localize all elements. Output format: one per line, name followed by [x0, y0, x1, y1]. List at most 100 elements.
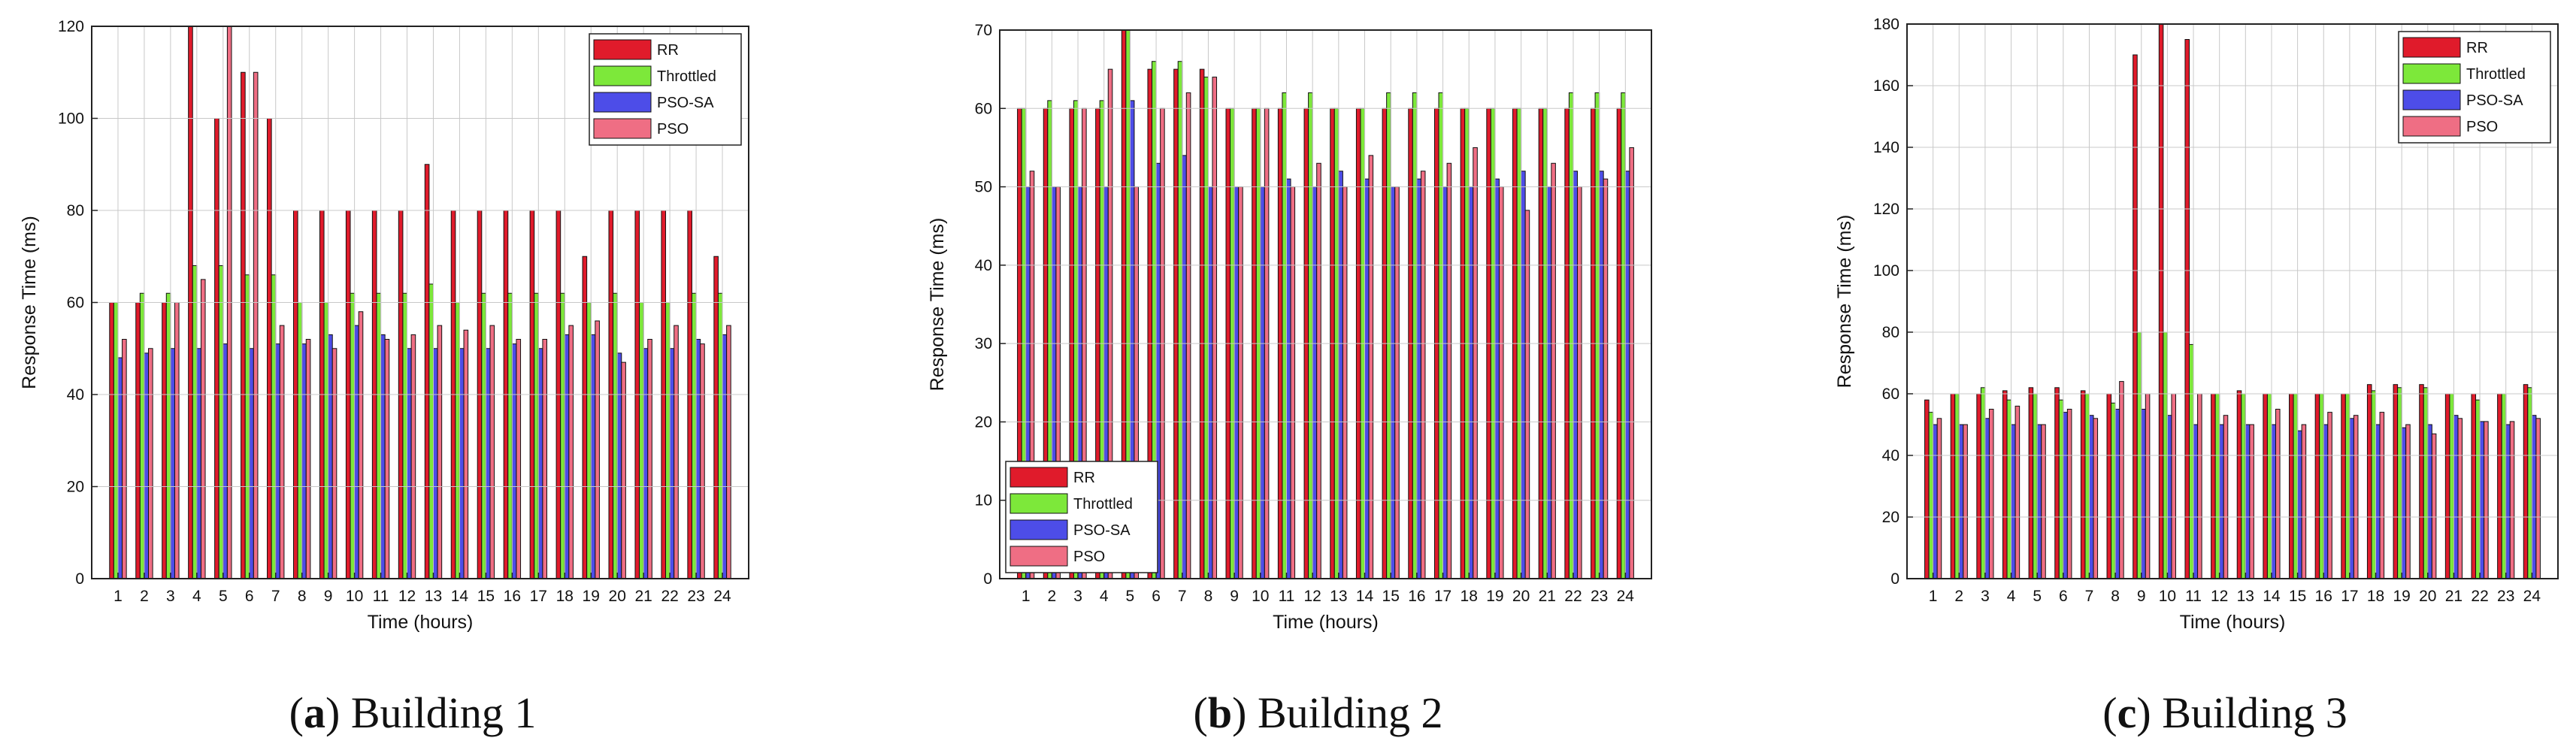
x-tick-label-b-6: 6	[1152, 588, 1161, 605]
x-tick-label-b-14: 14	[1356, 588, 1374, 605]
bar-throttled-a-5	[218, 265, 224, 579]
x-tick-label-c-11: 11	[2185, 588, 2202, 605]
x-tick-label-c-16: 16	[2315, 588, 2332, 605]
caption-a: (a) Building 1	[289, 688, 537, 737]
bar-pso-sa-c-19	[2401, 427, 2407, 579]
bar-pso-sa-c-14	[2271, 424, 2277, 579]
bar-rr-c-15	[2289, 393, 2294, 579]
bar-pso-a-24	[726, 325, 731, 579]
bar-pso-sa-a-15	[485, 348, 491, 579]
bar-pso-sa-c-11	[2193, 424, 2199, 579]
bar-pso-a-11	[384, 339, 390, 579]
x-tick-label-a-22: 22	[661, 588, 678, 605]
bar-pso-sa-b-24	[1624, 171, 1630, 579]
bar-pso-c-21	[2457, 418, 2463, 579]
bar-pso-b-17	[1446, 162, 1452, 579]
legend-swatch-throttled-c	[2402, 63, 2461, 84]
bar-pso-b-8	[1212, 77, 1218, 579]
y-ticks-b: 0 10 20 30 40 50 60 70	[975, 22, 1006, 588]
bar-pso-sa-b-8	[1207, 186, 1213, 579]
bar-pso-a-16	[516, 339, 522, 579]
bar-pso-c-8	[2119, 381, 2124, 579]
x-tick-label-a-9: 9	[324, 588, 333, 605]
bar-throttled-c-20	[2423, 387, 2429, 579]
bar-throttled-b-11	[1282, 92, 1287, 579]
bar-throttled-a-16	[507, 292, 513, 579]
x-tick-label-c-20: 20	[2419, 588, 2436, 605]
bar-throttled-b-17	[1438, 92, 1444, 579]
bar-pso-sa-a-11	[380, 334, 386, 579]
y-tick-label-a-0: 0	[75, 570, 84, 588]
y-ticks-c: 0 20 40 60 80 100 120 140 160 180	[1873, 16, 1913, 588]
x-tick-label-c-15: 15	[2289, 588, 2306, 605]
x-tick-label-a-16: 16	[504, 588, 521, 605]
bar-pso-sa-c-12	[2219, 424, 2224, 579]
bar-rr-a-24	[713, 256, 719, 579]
bar-throttled-a-24	[717, 292, 723, 579]
x-tick-label-a-17: 17	[530, 588, 547, 605]
x-tick-label-b-1: 1	[1022, 588, 1031, 605]
bar-pso-c-18	[2379, 412, 2385, 579]
bar-throttled-a-20	[613, 292, 618, 579]
bar-throttled-a-2	[139, 292, 145, 579]
bar-throttled-c-16	[2319, 393, 2324, 579]
x-tick-label-a-20: 20	[609, 588, 626, 605]
bar-pso-c-6	[2066, 409, 2072, 579]
x-tick-label-c-22: 22	[2471, 588, 2488, 605]
bar-pso-sa-a-18	[564, 334, 570, 579]
x-tick-label-c-24: 24	[2523, 588, 2541, 605]
x-tick-label-a-13: 13	[425, 588, 442, 605]
bar-pso-c-13	[2249, 424, 2254, 579]
bar-pso-a-9	[331, 348, 338, 579]
bar-pso-sa-a-10	[354, 325, 359, 579]
y-axis-label-a: Response Time (ms)	[19, 216, 40, 389]
bar-throttled-c-19	[2397, 387, 2402, 579]
x-tick-label-c-23: 23	[2497, 588, 2514, 605]
bar-throttled-a-10	[350, 292, 356, 579]
y-tick-label-b-10: 10	[975, 492, 992, 510]
bar-throttled-a-9	[323, 302, 329, 579]
legend-label-pso-sa-c: PSO-SA	[2466, 92, 2523, 109]
bar-pso-a-4	[200, 279, 206, 579]
y-tick-label-a-100: 100	[58, 110, 84, 128]
x-tick-label-b-13: 13	[1330, 588, 1347, 605]
x-tick-label-b-20: 20	[1512, 588, 1530, 605]
caption-text-b: Building 2	[1258, 688, 1443, 737]
bar-pso-sa-a-16	[511, 343, 517, 579]
bar-pso-c-11	[2197, 393, 2202, 579]
legend-swatch-pso-sa-c	[2402, 89, 2461, 110]
caption-b: (b) Building 2	[1194, 688, 1443, 737]
x-tick-label-c-3: 3	[1981, 588, 1990, 605]
bar-pso-c-5	[2041, 424, 2046, 579]
x-tick-label-a-4: 4	[192, 588, 201, 605]
legend-swatch-pso-sa-b	[1010, 519, 1068, 540]
y-tick-label-b-60: 60	[975, 100, 992, 117]
y-tick-label-c-160: 160	[1873, 77, 1899, 95]
x-tick-label-a-8: 8	[298, 588, 307, 605]
y-tick-label-b-40: 40	[975, 257, 992, 274]
bar-throttled-b-22	[1568, 92, 1574, 579]
x-tick-label-b-5: 5	[1126, 588, 1135, 605]
bar-rr-c-12	[2211, 393, 2216, 579]
bar-pso-sa-b-21	[1546, 186, 1552, 579]
x-axis-label-b: Time (hours)	[1273, 612, 1379, 633]
caption-c: (c) Building 3	[2102, 688, 2347, 737]
bar-pso-b-19	[1498, 186, 1504, 579]
bar-rr-b-8	[1199, 68, 1205, 579]
y-tick-label-c-100: 100	[1873, 262, 1899, 280]
legend-swatch-throttled-b	[1010, 493, 1068, 514]
bar-pso-sa-b-13	[1338, 171, 1343, 579]
bar-pso-sa-c-20	[2427, 424, 2432, 579]
bar-pso-sa-a-20	[616, 352, 622, 579]
bar-throttled-b-7	[1177, 61, 1183, 579]
bar-throttled-c-17	[2344, 393, 2350, 579]
bar-rr-c-13	[2236, 390, 2242, 579]
y-tick-label-c-80: 80	[1882, 324, 1899, 341]
x-tick-label-a-2: 2	[140, 588, 149, 605]
legend-b: RR Throttled PSO-SA PSO	[1005, 461, 1158, 573]
bar-throttled-c-21	[2449, 393, 2454, 579]
bar-pso-sa-b-10	[1260, 186, 1265, 579]
y-tick-label-c-20: 20	[1882, 509, 1899, 526]
bar-pso-c-15	[2301, 424, 2307, 579]
